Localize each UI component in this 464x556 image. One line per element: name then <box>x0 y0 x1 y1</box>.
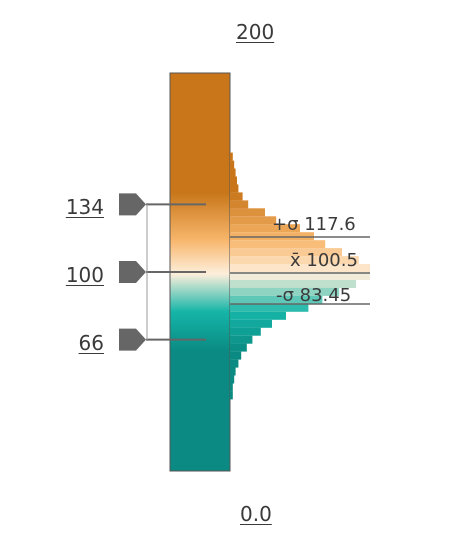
scale-min-label: 0.0 <box>240 502 272 526</box>
histogram-bar <box>230 224 300 233</box>
tick-markers <box>119 193 206 351</box>
histogram-bar <box>230 232 314 241</box>
histogram-bar <box>230 200 249 209</box>
histogram-bar <box>230 264 370 272</box>
histogram-bar <box>230 391 233 400</box>
histogram-bar <box>230 176 237 185</box>
minus-sigma-label: -σ 83.45 <box>276 285 352 306</box>
histogram-bar <box>230 216 277 225</box>
tick-label-100: 100 <box>65 263 104 287</box>
histogram <box>230 152 370 400</box>
histogram-bar <box>230 240 326 249</box>
histogram-bar <box>230 160 235 169</box>
tick-marker-100[interactable] <box>119 261 146 283</box>
histogram-bar <box>230 335 253 344</box>
histogram-bar <box>230 359 239 368</box>
plus-sigma-label: +σ 117.6 <box>272 214 356 235</box>
histogram-bar <box>230 351 242 360</box>
histogram-bar <box>230 152 233 161</box>
histogram-bar <box>230 192 243 201</box>
tick-label-66: 66 <box>78 331 104 355</box>
histogram-bar <box>230 343 247 352</box>
tick-label-134: 134 <box>65 195 104 219</box>
histogram-bar <box>230 208 265 217</box>
histogram-bar <box>230 256 359 265</box>
histogram-bar <box>230 184 239 193</box>
histogram-bar <box>230 383 233 392</box>
histogram-bar <box>230 295 323 304</box>
histogram-bar <box>230 248 342 257</box>
histogram-bar <box>230 287 340 296</box>
mean-label: x̄ 100.5 <box>290 250 358 271</box>
histogram-bar <box>230 319 272 328</box>
histogram-bar <box>230 311 286 320</box>
scale-max-label: 200 <box>236 20 275 44</box>
tick-marker-134[interactable] <box>119 193 146 216</box>
histogram-bar <box>230 272 370 280</box>
tick-marker-66[interactable] <box>119 328 146 351</box>
histogram-bar <box>230 375 235 384</box>
histogram-bar <box>230 303 309 312</box>
stat-lines <box>230 236 370 305</box>
histogram-bar <box>230 168 236 177</box>
histogram-bar <box>230 280 356 288</box>
histogram-bar <box>230 367 236 376</box>
histogram-bar <box>230 327 261 336</box>
